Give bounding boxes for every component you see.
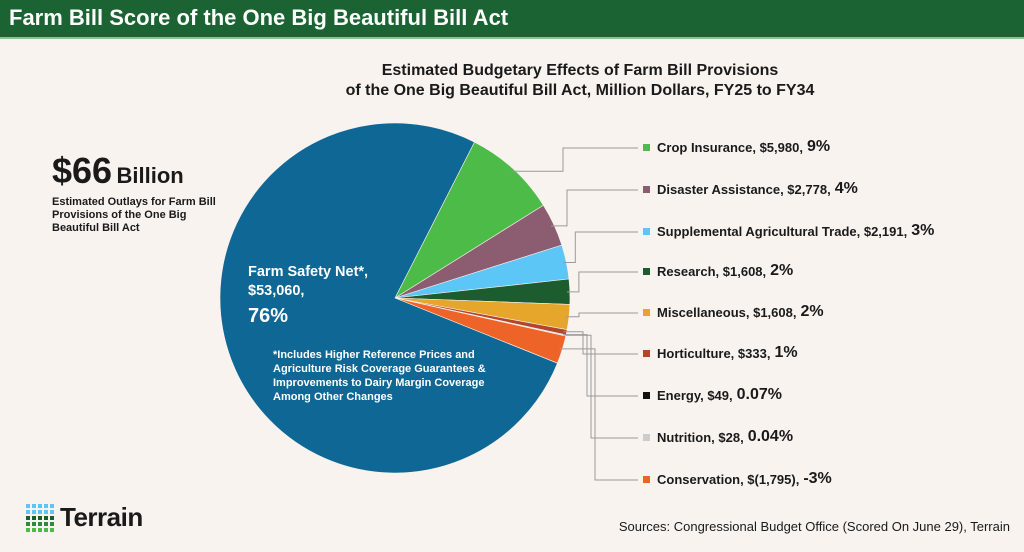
legend-pct: 2% bbox=[800, 303, 824, 320]
legend-item: Miscellaneous, $1,608, 2% bbox=[643, 303, 824, 321]
safety-net-name: Farm Safety Net*, bbox=[248, 264, 369, 280]
legend-label: Disaster Assistance, $2,778, bbox=[657, 181, 831, 197]
footnote: *Includes Higher Reference Prices and Ag… bbox=[273, 349, 486, 403]
legend-item: Nutrition, $28, 0.04% bbox=[643, 428, 793, 446]
terrain-logo: Terrain bbox=[26, 502, 143, 533]
total-amount: $66 Billion bbox=[52, 150, 184, 192]
legend-item: Crop Insurance, $5,980, 9% bbox=[643, 138, 830, 156]
legend-item: Supplemental Agricultural Trade, $2,191,… bbox=[643, 222, 934, 240]
legend-item: Horticulture, $333, 1% bbox=[643, 344, 798, 362]
leader-line bbox=[562, 334, 638, 439]
legend-pct: 4% bbox=[834, 180, 858, 197]
legend-swatch bbox=[643, 143, 650, 151]
page-title: Farm Bill Score of the One Big Beautiful… bbox=[9, 5, 509, 30]
legend-pct: 0.04% bbox=[747, 428, 794, 445]
leader-line bbox=[563, 231, 638, 264]
legend-label: Miscellaneous, $1,608, bbox=[657, 304, 797, 320]
legend-label: Supplemental Agricultural Trade, $2,191, bbox=[657, 223, 908, 239]
legend-pct: 2% bbox=[770, 262, 794, 279]
legend-swatch bbox=[643, 475, 650, 483]
legend-label: Nutrition, $28, bbox=[657, 429, 744, 445]
leader-line bbox=[563, 334, 638, 397]
legend-swatch bbox=[643, 433, 650, 441]
legend-label: Conservation, $(1,795), bbox=[657, 471, 800, 487]
safety-net-pct: 76% bbox=[248, 305, 289, 327]
header-bar: Farm Bill Score of the One Big Beautiful… bbox=[0, 0, 1024, 39]
legend-pct: 9% bbox=[806, 138, 831, 155]
chart-title: Estimated Budgetary Effects of Farm Bill… bbox=[200, 61, 960, 101]
legend-swatch bbox=[643, 391, 650, 399]
legend-swatch bbox=[643, 308, 650, 316]
pie-slice-farm-safety-net bbox=[219, 122, 558, 474]
leader-line bbox=[511, 147, 638, 172]
total-description: Estimated Outlays for Farm Bill Provisio… bbox=[52, 196, 216, 234]
legend-swatch bbox=[643, 185, 650, 193]
legend-label: Research, $1,608, bbox=[657, 263, 767, 279]
total-unit: Billion bbox=[116, 163, 184, 188]
leader-line bbox=[566, 271, 638, 293]
legend-pct: 3% bbox=[911, 222, 935, 239]
legend-pct: 0.07% bbox=[736, 386, 783, 403]
legend-item: Disaster Assistance, $2,778, 4% bbox=[643, 180, 858, 198]
safety-net-label: Farm Safety Net*, $53,060, 76% bbox=[248, 263, 368, 326]
leader-line bbox=[563, 331, 638, 355]
logo-grid-icon bbox=[26, 503, 54, 532]
legend-swatch bbox=[643, 349, 650, 357]
sources: Sources: Congressional Budget Office (Sc… bbox=[618, 519, 1010, 534]
legend-label: Energy, $49, bbox=[657, 387, 733, 403]
chart-title-line1: Estimated Budgetary Effects of Farm Bill… bbox=[381, 62, 779, 79]
logo-text: Terrain bbox=[60, 502, 143, 532]
legend-item: Conservation, $(1,795), -3% bbox=[643, 470, 832, 488]
legend-swatch bbox=[643, 267, 650, 275]
legend-item: Energy, $49, 0.07% bbox=[643, 386, 782, 404]
legend-item: Research, $1,608, 2% bbox=[643, 262, 793, 280]
safety-net-amount: $53,060, bbox=[248, 283, 305, 299]
leader-line bbox=[565, 312, 638, 318]
chart-title-line2: of the One Big Beautiful Bill Act, Milli… bbox=[345, 82, 815, 99]
leader-line bbox=[559, 348, 638, 481]
total-value: $66 bbox=[52, 150, 113, 191]
leader-line bbox=[551, 189, 638, 227]
legend-swatch bbox=[643, 227, 650, 235]
legend-pct: -3% bbox=[803, 470, 832, 487]
pie-slice-crop-insurance bbox=[394, 141, 544, 299]
legend-label: Crop Insurance, $5,980, bbox=[657, 139, 803, 155]
legend-label: Horticulture, $333, bbox=[657, 345, 771, 361]
legend-pct: 1% bbox=[774, 344, 798, 361]
